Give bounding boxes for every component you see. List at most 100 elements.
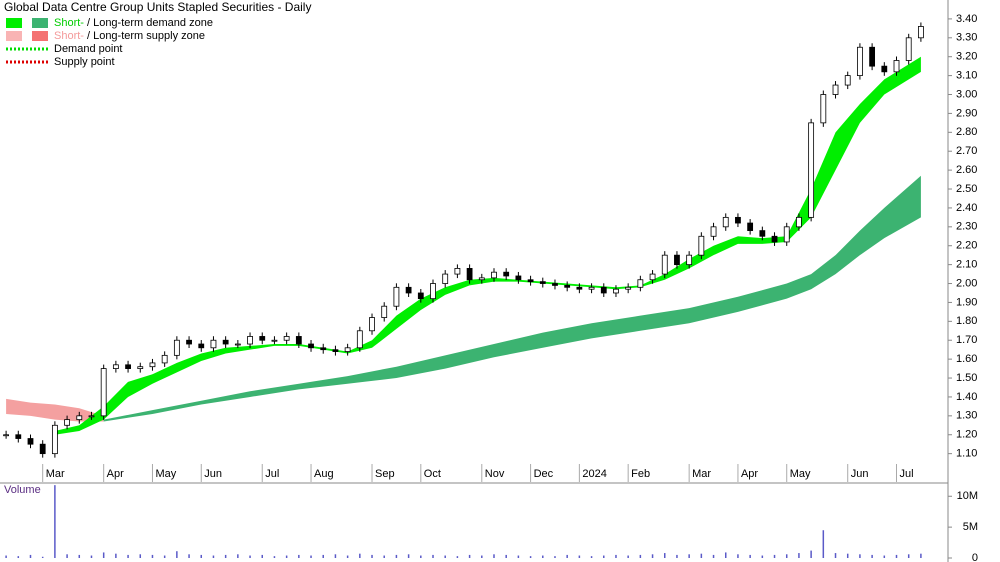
y-tick-label: 1.80 — [956, 315, 977, 327]
candle — [796, 216, 802, 228]
candle — [674, 254, 680, 266]
volume-bar — [163, 555, 166, 558]
volume-bar — [846, 553, 849, 558]
candle — [112, 364, 119, 369]
volume-bar — [249, 555, 251, 558]
candle — [637, 279, 644, 288]
volume-bar — [810, 550, 812, 558]
volume-bar — [590, 556, 593, 558]
volume-bar — [310, 555, 312, 558]
y-tick-label: 5M — [963, 521, 978, 533]
y-tick-label: 3.10 — [956, 70, 977, 82]
y-tick-label: 0 — [972, 552, 978, 562]
x-tick-label: Apr — [107, 468, 124, 480]
volume-bar — [761, 555, 764, 558]
volume-bar — [639, 554, 642, 558]
y-tick-label: 2.70 — [956, 145, 977, 157]
candle — [247, 336, 253, 345]
zone — [103, 175, 921, 422]
volume-bar — [834, 553, 837, 558]
x-tick-label: Nov — [485, 468, 505, 480]
candle — [893, 60, 900, 73]
volume-bar — [566, 554, 568, 558]
candle — [393, 286, 400, 307]
x-tick-label: Jun — [204, 468, 222, 480]
volume-bar — [724, 552, 727, 558]
x-tick-label: Sep — [375, 468, 395, 480]
volume-bar — [456, 556, 459, 558]
y-tick-label: 2.90 — [956, 107, 977, 119]
candle — [15, 434, 22, 439]
volume-bar — [395, 554, 398, 558]
volume-bar — [920, 553, 922, 558]
volume-bar — [627, 555, 629, 558]
volume-bar — [432, 554, 434, 558]
candle — [332, 349, 339, 352]
y-tick-label: 1.50 — [956, 372, 977, 384]
volume-bar — [822, 530, 825, 558]
x-tick-label: Mar — [46, 468, 65, 480]
volume-bar — [615, 554, 617, 558]
volume-bar — [529, 556, 532, 558]
volume-bar — [237, 554, 239, 558]
y-tick-label: 10M — [957, 490, 978, 502]
volume-bar — [298, 554, 300, 558]
volume-bar — [66, 554, 68, 558]
candle — [661, 254, 668, 275]
candle — [308, 343, 314, 349]
candle — [844, 75, 851, 86]
candle — [918, 26, 924, 39]
candle — [759, 230, 766, 237]
legend-label: Short- — [54, 17, 84, 29]
x-tick-label: Jul — [900, 468, 914, 480]
volume-bar — [261, 554, 263, 558]
candle — [198, 343, 205, 349]
y-tick-label: 1.40 — [956, 391, 977, 403]
candle — [27, 438, 34, 445]
candle — [771, 235, 778, 243]
volume-bar — [359, 553, 361, 558]
volume-bar — [578, 555, 581, 558]
volume-bar — [700, 553, 703, 558]
volume-bar — [493, 554, 495, 558]
legend-label: Short- — [54, 30, 84, 42]
candle — [735, 216, 741, 224]
candle — [686, 254, 693, 266]
candle — [381, 305, 388, 318]
candle — [491, 271, 497, 279]
y-tick-label: 3.40 — [956, 13, 977, 25]
candle — [356, 330, 363, 349]
volume-bar — [468, 554, 471, 558]
candle — [649, 273, 656, 281]
candle — [259, 336, 266, 341]
candle — [576, 286, 583, 290]
candle — [369, 317, 375, 332]
y-tick-label: 2.60 — [956, 164, 977, 176]
volume-bar — [542, 555, 544, 558]
y-tick-label: 1.60 — [956, 353, 977, 365]
candle — [51, 424, 58, 455]
y-tick-label: 2.20 — [956, 240, 977, 252]
candle — [173, 339, 180, 356]
volume-bar — [41, 556, 44, 558]
candle — [39, 443, 46, 455]
y-tick-label: 3.30 — [956, 32, 977, 44]
candle — [710, 226, 717, 237]
x-tick-label: Feb — [631, 468, 650, 480]
candle — [747, 222, 754, 232]
candle — [234, 343, 241, 346]
volume-bar — [285, 555, 288, 558]
x-tick-label: May — [155, 468, 176, 480]
y-tick-label: 1.70 — [956, 334, 977, 346]
volume-bar — [139, 554, 142, 558]
volume-bar — [176, 551, 178, 558]
candle — [588, 286, 595, 290]
y-tick-label: 1.30 — [956, 410, 977, 422]
candle — [64, 419, 70, 426]
x-tick-label: Apr — [741, 468, 758, 480]
legend-label: / Long-term demand zone — [87, 17, 213, 29]
volume-bar — [737, 554, 739, 558]
x-tick-label: Jul — [265, 468, 279, 480]
volume-bar — [346, 555, 349, 558]
